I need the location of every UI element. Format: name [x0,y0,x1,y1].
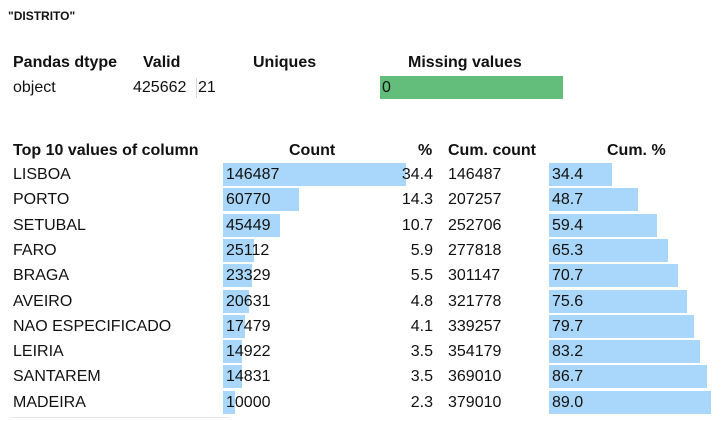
header-cum-percent: Cum. % [607,142,666,159]
cum-count-value: 369010 [448,368,502,385]
header-top-values: Top 10 values of column [13,142,199,159]
cum-count-value: 277818 [448,242,502,259]
cum-percent-value: 89.0 [552,394,584,411]
percent-value: 2.3 [410,394,433,411]
table-row: SETUBAL 45449 10.7 252706 59.4 [0,214,722,237]
cum-percent-value: 59.4 [552,217,584,234]
cum-percent-bar [549,188,638,211]
row-value: SANTAREM [13,368,101,385]
count-value: 23329 [226,267,271,284]
cum-count-value: 321778 [448,293,502,310]
cum-percent-bar [549,315,694,338]
percent-value: 4.8 [410,293,433,310]
cum-percent-bar [549,391,711,414]
percent-value: 4.1 [410,318,433,335]
cum-percent-bar [549,264,678,287]
count-bar [223,365,242,388]
count-value: 146487 [226,166,280,183]
header-cum-count: Cum. count [448,142,536,159]
cum-count-value: 339257 [448,318,502,335]
row-value: BRAGA [13,267,70,284]
count-bar [223,239,254,262]
cum-count-value: 252706 [448,217,502,234]
row-value: AVEIRO [13,293,73,310]
missing-values-bar [380,76,563,99]
cum-percent-bar [549,340,700,363]
header-valid: Valid [143,54,181,71]
header-missing-values: Missing values [408,54,522,71]
count-bar [223,290,249,313]
row-value: MADEIRA [13,394,86,411]
header-pandas-dtype: Pandas dtype [13,54,118,71]
count-value: 20631 [226,293,271,310]
count-bar [223,315,245,338]
column-title: "DISTRITO" [8,9,76,23]
table-row: FARO 25112 5.9 277818 65.3 [0,239,722,262]
cum-percent-bar [549,290,687,313]
value-separator [196,78,197,98]
header-uniques: Uniques [253,54,317,71]
cum-count-value: 207257 [448,191,502,208]
table-row: AVEIRO 20631 4.8 321778 75.6 [0,290,722,313]
cum-percent-bar [549,365,707,388]
percent-value: 5.9 [410,242,433,259]
percent-value: 5.5 [410,267,433,284]
bottom-rule [10,417,230,418]
cum-count-value: 379010 [448,394,502,411]
row-value: PORTO [13,191,70,208]
cum-count-value: 301147 [448,267,501,284]
missing-values-value: 0 [382,79,391,96]
cum-percent-value: 70.7 [552,267,584,284]
cum-percent-value: 34.4 [552,166,584,183]
cum-percent-value: 83.2 [552,343,584,360]
row-value: SETUBAL [13,217,86,234]
percent-value: 10.7 [401,217,433,234]
percent-value: 14.3 [401,191,433,208]
valid-value: 425662 [133,79,187,96]
count-value: 17479 [226,318,271,335]
count-bar [223,163,406,186]
cum-percent-value: 79.7 [552,318,584,335]
dtype-value: object [13,79,56,96]
count-bar [223,391,235,414]
cum-percent-bar [549,163,612,186]
count-value: 60770 [226,191,271,208]
row-value: LISBOA [13,166,71,183]
cum-percent-value: 48.7 [552,191,584,208]
count-bar [223,214,280,237]
count-value: 25112 [226,242,270,259]
cum-count-value: 146487 [448,166,502,183]
table-row: MADEIRA 10000 2.3 379010 89.0 [0,391,722,414]
header-count: Count [289,142,336,159]
count-value: 14831 [226,368,271,385]
cum-percent-bar [549,214,657,237]
count-bar [223,188,299,211]
table-row: BRAGA 23329 5.5 301147 70.7 [0,264,722,287]
cum-percent-value: 75.6 [552,293,584,310]
table-row: PORTO 60770 14.3 207257 48.7 [0,188,722,211]
count-value: 14922 [226,343,271,360]
uniques-value: 21 [198,79,216,96]
count-bar [223,264,252,287]
percent-value: 3.5 [410,343,433,360]
count-value: 10000 [226,394,271,411]
percent-value: 34.4 [401,166,433,183]
row-value: LEIRIA [13,343,64,360]
row-value: FARO [13,242,57,259]
percent-value: 3.5 [410,368,433,385]
cum-percent-value: 65.3 [552,242,584,259]
count-value: 45449 [226,217,271,234]
count-bar [223,340,242,363]
header-percent: % [418,142,433,159]
table-row: LEIRIA 14922 3.5 354179 83.2 [0,340,722,363]
table-row: SANTAREM 14831 3.5 369010 86.7 [0,365,722,388]
cum-percent-bar [549,239,668,262]
table-row: NAO ESPECIFICADO 17479 4.1 339257 79.7 [0,315,722,338]
cum-count-value: 354179 [448,343,502,360]
table-row: LISBOA 146487 34.4 146487 34.4 [0,163,722,186]
cum-percent-value: 86.7 [552,368,584,385]
row-value: NAO ESPECIFICADO [13,318,172,335]
